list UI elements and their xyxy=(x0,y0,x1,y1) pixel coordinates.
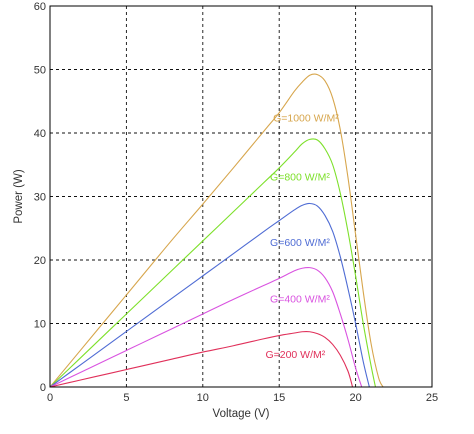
x-tick-label: 0 xyxy=(47,392,53,404)
x-tick-label: 15 xyxy=(273,392,285,404)
series-annotation: G=800 W/M² xyxy=(270,172,330,184)
y-tick-label: 40 xyxy=(34,128,46,140)
y-tick-label: 30 xyxy=(34,192,46,204)
series-layer xyxy=(49,73,384,388)
y-tick-labels: 0 10 20 30 40 50 60 xyxy=(34,1,46,394)
x-tick-label: 5 xyxy=(123,392,129,404)
series-annotation: G=1000 W/M² xyxy=(273,113,339,125)
series-line xyxy=(49,266,363,388)
series-annotation: G=200 W/M² xyxy=(265,349,325,361)
series-line xyxy=(49,202,370,388)
y-tick-label: 50 xyxy=(34,65,46,77)
series-line xyxy=(49,331,354,388)
series-line xyxy=(49,138,376,388)
plot-frame xyxy=(49,5,433,388)
grid-layer xyxy=(50,6,432,387)
series-annotation: G=600 W/M² xyxy=(270,237,330,249)
x-axis-label: Voltage (V) xyxy=(213,408,270,420)
y-tick-label: 20 xyxy=(34,255,46,267)
x-tick-labels: 0 5 10 15 20 25 xyxy=(47,392,438,404)
series-line xyxy=(49,73,384,388)
y-axis-label: Power (W) xyxy=(13,169,25,223)
x-tick-label: 10 xyxy=(197,392,209,404)
x-tick-label: 25 xyxy=(426,392,438,404)
x-tick-label: 20 xyxy=(349,392,361,404)
y-tick-label: 60 xyxy=(34,1,46,13)
series-annotations: G=1000 W/M² G=800 W/M² G=600 W/M² G=400 W/M… xyxy=(265,113,339,361)
series-annotation: G=400 W/M² xyxy=(270,294,330,306)
y-tick-label: 0 xyxy=(40,382,46,394)
y-tick-label: 10 xyxy=(34,319,46,331)
